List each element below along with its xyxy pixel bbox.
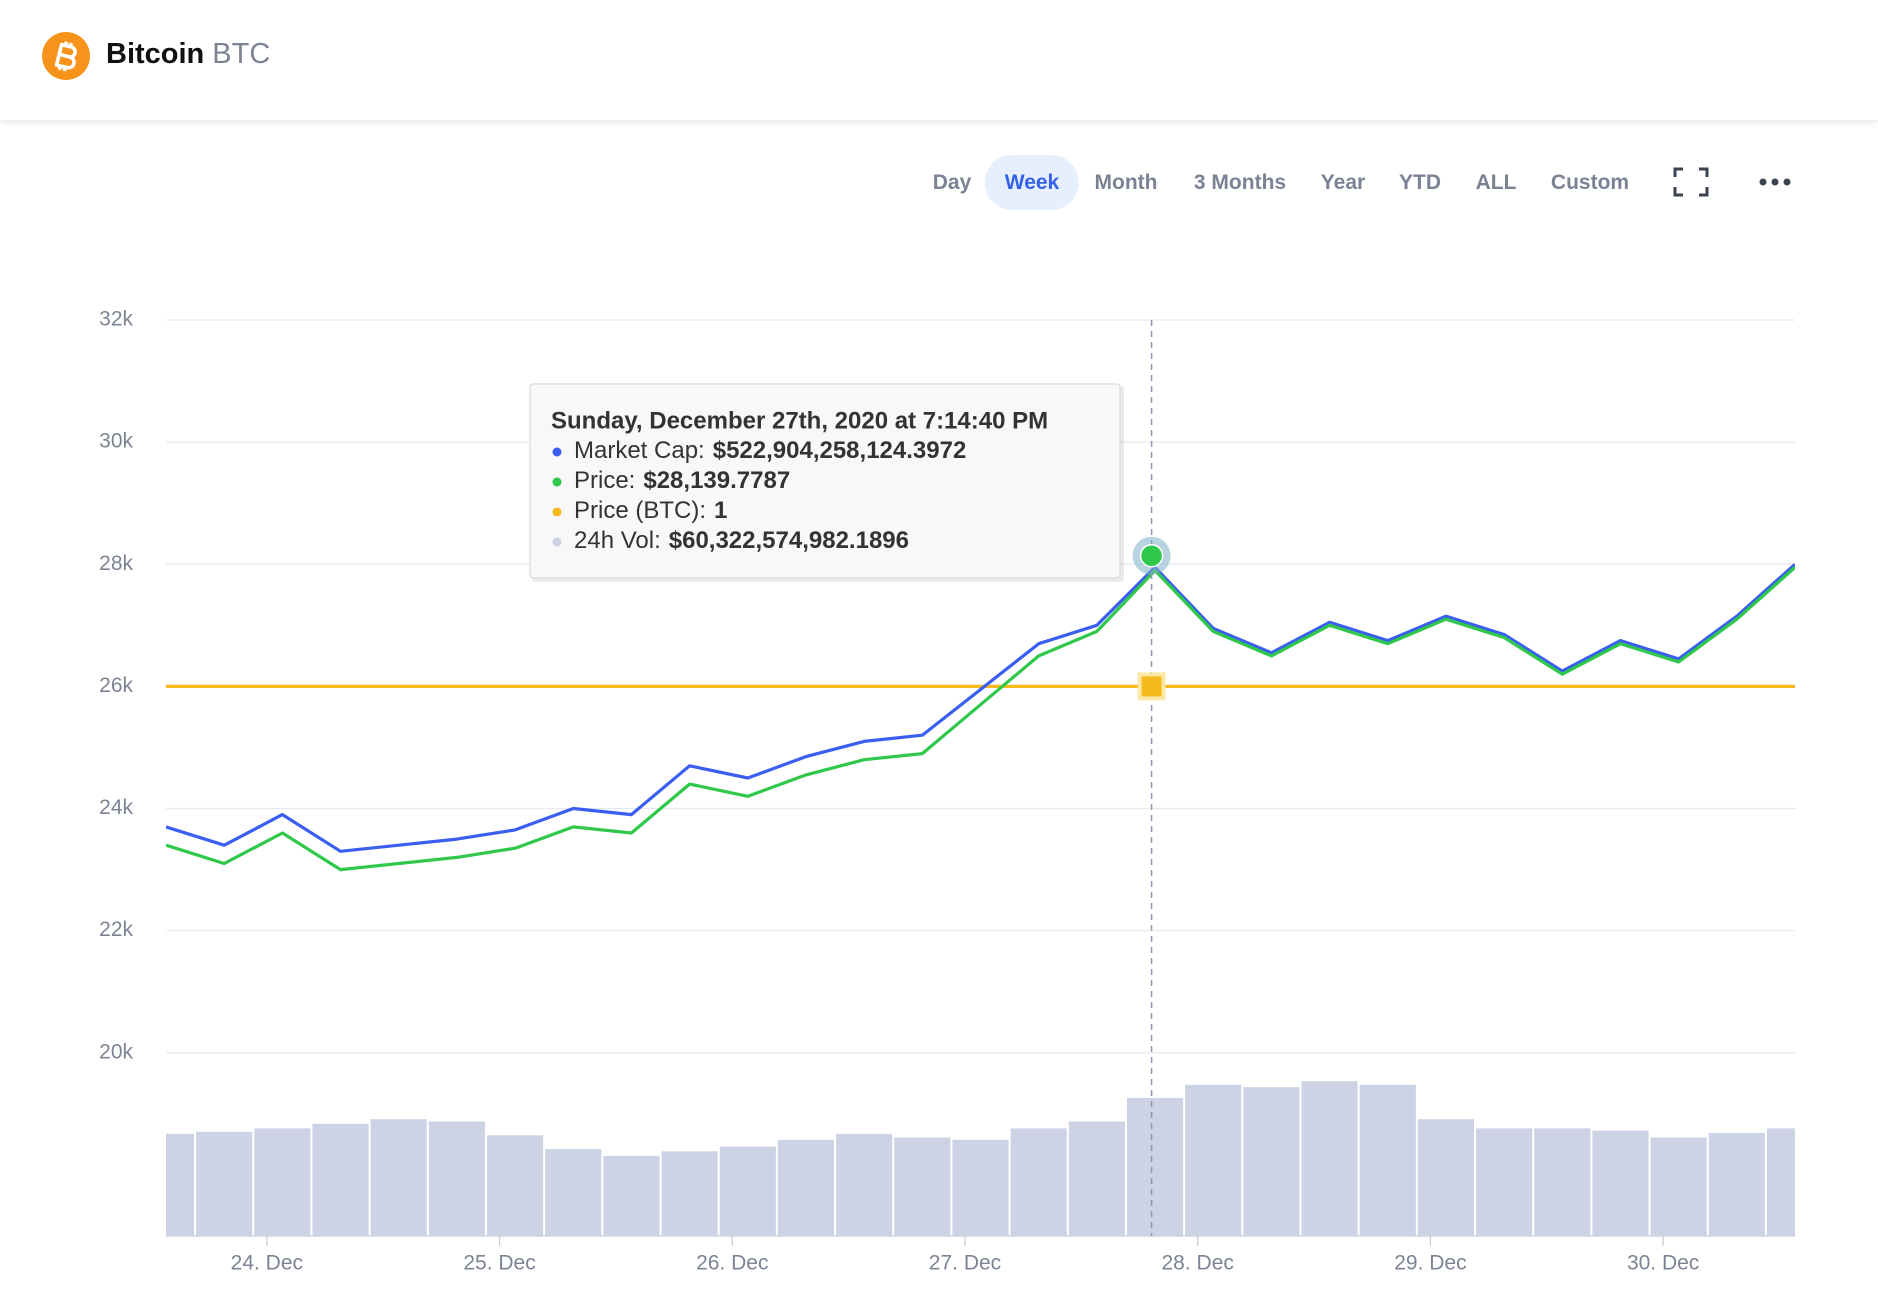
tooltip-value: $28,139.7787 xyxy=(643,467,790,494)
range-tab[interactable]: YTD xyxy=(1399,171,1441,194)
tooltip-value: $60,322,574,982.1896 xyxy=(669,527,909,554)
volume-bar xyxy=(196,1131,253,1236)
range-tab[interactable]: 3 Months xyxy=(1193,171,1287,194)
header: Bitcoin BTC xyxy=(0,0,1878,121)
x-tick-label: 30. Dec xyxy=(1627,1252,1699,1275)
volume-bar xyxy=(545,1148,602,1236)
y-tick-label: 26k xyxy=(99,674,133,697)
volume-bar xyxy=(254,1128,311,1236)
x-tick-label: 28. Dec xyxy=(1162,1252,1234,1275)
x-tick-label: 24. Dec xyxy=(231,1252,303,1275)
volume-bar xyxy=(1417,1119,1475,1236)
x-tick-label: 27. Dec xyxy=(929,1252,1001,1275)
tooltip-box xyxy=(529,383,1121,579)
range-tab[interactable]: Year xyxy=(1320,171,1366,194)
fullscreen-icon[interactable] xyxy=(1670,164,1712,200)
volume-bar xyxy=(1185,1084,1242,1236)
volume-bar xyxy=(1766,1128,1795,1236)
range-tab[interactable]: Day xyxy=(932,171,972,194)
volume-bar xyxy=(836,1133,893,1236)
range-tab[interactable]: ALL xyxy=(1475,171,1517,194)
volume-bar xyxy=(166,1133,195,1236)
volume-bar xyxy=(894,1137,951,1236)
tooltip-row: Price: $28,139.7787 xyxy=(574,467,790,494)
volume-bar xyxy=(1010,1128,1067,1236)
x-tick-label: 29. Dec xyxy=(1394,1252,1466,1275)
series-line xyxy=(166,566,1795,872)
volume-bar xyxy=(1126,1097,1184,1236)
volume-bar xyxy=(486,1135,544,1236)
tooltip-value: $522,904,258,124.3972 xyxy=(713,437,967,464)
volume-bar xyxy=(1243,1087,1300,1236)
hover-marker xyxy=(1137,672,1166,701)
coin-symbol: BTC xyxy=(212,38,271,70)
x-tick-label: 26. Dec xyxy=(696,1252,768,1275)
tooltip-title: Sunday, December 27th, 2020 at 7:14:40 P… xyxy=(551,407,1048,434)
x-tick-label: 25. Dec xyxy=(463,1252,535,1275)
hover-marker xyxy=(1139,543,1164,568)
range-tabs: Day Week Month 3 Months Year YTD ALL Custom xyxy=(0,155,1878,210)
volume-bar xyxy=(777,1139,835,1236)
y-tick-label: 30k xyxy=(99,430,133,453)
range-tab[interactable]: Custom xyxy=(1550,171,1630,194)
volume-bar xyxy=(1650,1137,1707,1236)
tooltip-bullet xyxy=(552,537,562,547)
y-tick-label: 24k xyxy=(99,796,133,819)
volume-bar xyxy=(603,1155,660,1236)
bitcoin-logo xyxy=(42,32,90,80)
tooltip-row: Price (BTC): 1 xyxy=(574,497,727,524)
volume-bar xyxy=(370,1119,427,1236)
y-tick-label: 20k xyxy=(99,1040,133,1063)
volume-bar xyxy=(1359,1084,1416,1236)
volume-bar xyxy=(1476,1128,1533,1236)
volume-bar xyxy=(312,1123,369,1236)
tooltip-value: 1 xyxy=(714,497,727,524)
volume-bar xyxy=(1301,1081,1358,1236)
tooltip-row: Market Cap: $522,904,258,124.3972 xyxy=(574,437,966,464)
tooltip-bullet xyxy=(552,447,562,457)
series-line xyxy=(166,563,1795,853)
tooltip-bullet xyxy=(552,477,562,487)
volume-bar xyxy=(1068,1121,1125,1236)
volume-bar xyxy=(428,1121,485,1236)
tooltip-bullet xyxy=(552,507,562,517)
volume-bar xyxy=(661,1151,718,1236)
tooltip-label: Price: xyxy=(574,467,635,494)
y-tick-label: 32k xyxy=(99,308,133,331)
volume-bar xyxy=(1534,1128,1591,1236)
menu-icon[interactable] xyxy=(1759,178,1791,186)
y-tick-label: 28k xyxy=(99,552,133,575)
tooltip-label: Price (BTC): xyxy=(574,497,706,524)
tooltip-label: 24h Vol: xyxy=(574,527,661,554)
volume-bar xyxy=(719,1146,776,1236)
tooltip-row: 24h Vol: $60,322,574,982.1896 xyxy=(574,527,909,554)
volume-bar xyxy=(1708,1132,1765,1236)
plot-area xyxy=(166,563,1795,1236)
volume-bar xyxy=(1592,1130,1649,1236)
volume-bar xyxy=(952,1139,1009,1236)
range-tab[interactable]: Week xyxy=(984,155,1080,210)
y-tick-label: 22k xyxy=(99,918,133,941)
coin-name: Bitcoin xyxy=(106,38,205,70)
tooltip-label: Market Cap: xyxy=(574,437,705,464)
range-tab[interactable]: Month xyxy=(1094,171,1158,194)
coin-title: Bitcoin BTC xyxy=(106,38,270,71)
tooltip: Sunday, December 27th, 2020 at 7:14:40 P… xyxy=(529,383,1124,582)
